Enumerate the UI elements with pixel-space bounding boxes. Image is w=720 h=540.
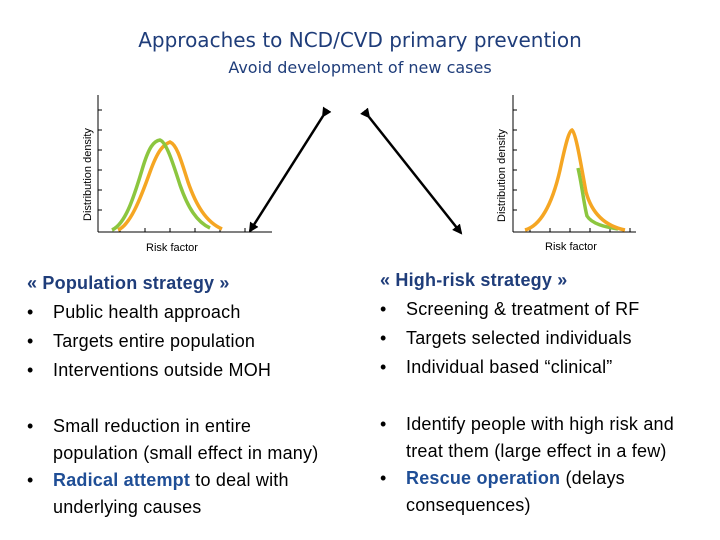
right-double-arrow xyxy=(360,107,463,235)
population-strategy-effects: • Small reduction in entire population (s… xyxy=(27,413,318,521)
list-item: • Individual based “clinical” xyxy=(380,357,613,377)
population-strategy-heading: « Population strategy » xyxy=(27,273,230,293)
population-strategy-list: « Population strategy » • Public health a… xyxy=(27,269,271,385)
list-item: • Interventions outside MOH xyxy=(27,360,272,380)
right-curve-orange xyxy=(524,128,626,232)
list-item: • Targets selected individuals xyxy=(380,328,632,348)
list-item: • Targets entire population xyxy=(27,331,256,351)
list-item-continuation: underlying causes xyxy=(53,497,202,517)
right-x-axis-label: Risk factor xyxy=(545,241,597,253)
left-distribution-chart: Distribution density Risk factor xyxy=(82,95,272,254)
rescue-operation-highlight: Rescue operation xyxy=(406,468,561,488)
list-item-continuation: treat them (large effect in a few) xyxy=(406,441,667,461)
list-item-continuation: consequences) xyxy=(406,495,531,515)
left-y-ticks xyxy=(98,109,102,211)
list-item-continuation: population (small effect in many) xyxy=(53,443,319,463)
list-item: • Identify people with high risk and xyxy=(380,414,674,434)
left-double-arrow xyxy=(248,106,332,233)
left-x-axis-label: Risk factor xyxy=(146,242,198,254)
high-risk-strategy-heading: « High-risk strategy » xyxy=(380,270,568,290)
right-y-ticks xyxy=(513,109,517,211)
list-item: • Public health approach xyxy=(27,302,241,322)
right-y-axis-label: Distribution density xyxy=(496,129,508,222)
list-item: • Screening & treatment of RF xyxy=(380,299,640,319)
left-x-ticks xyxy=(119,228,246,232)
right-distribution-chart: Distribution density Risk factor xyxy=(496,95,636,253)
slide-title: Approaches to NCD/CVD primary prevention xyxy=(138,28,582,52)
high-risk-strategy-list: « High-risk strategy » • Screening & trea… xyxy=(380,266,640,382)
left-curve-baseline xyxy=(111,138,211,232)
list-item: • Radical attempt to deal with xyxy=(27,470,289,490)
left-y-axis-label: Distribution density xyxy=(82,128,94,221)
left-curve-shifted xyxy=(117,140,223,232)
right-curve-tail-green xyxy=(576,167,619,231)
high-risk-strategy-effects: • Identify people with high risk and trea… xyxy=(380,411,674,519)
slide-subtitle: Avoid development of new cases xyxy=(228,58,492,77)
list-item: • Small reduction in entire xyxy=(27,416,252,436)
list-item: • Rescue operation (delays xyxy=(380,468,625,488)
radical-attempt-highlight: Radical attempt xyxy=(53,470,191,490)
